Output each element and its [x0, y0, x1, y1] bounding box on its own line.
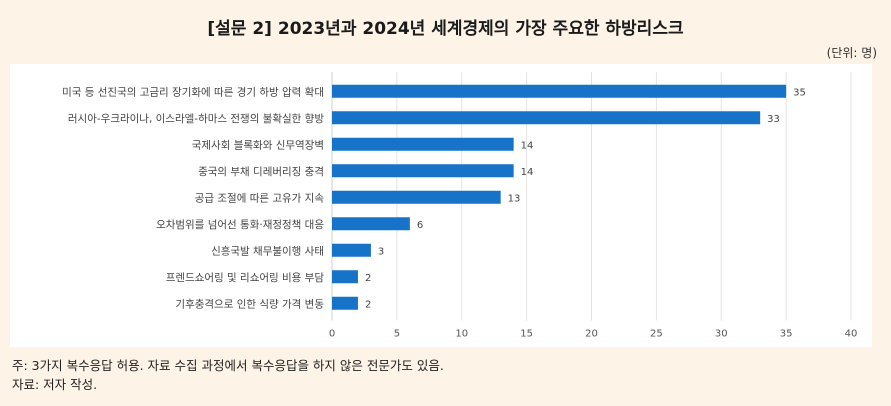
data-label: 14	[521, 140, 534, 151]
bar	[332, 296, 358, 310]
category-label: 신흥국발 채무불이행 사태	[211, 244, 324, 257]
data-label: 35	[793, 87, 806, 98]
data-label: 13	[508, 193, 521, 204]
bar	[332, 190, 501, 204]
unit-label: (단위: 명)	[826, 46, 877, 60]
data-label: 3	[378, 246, 384, 257]
x-tick-label: 20	[585, 329, 598, 340]
category-label: 러시아-우크라이나, 이스라엘-하마스 전쟁의 불확실한 향방	[68, 112, 324, 125]
x-tick-label: 15	[520, 329, 533, 340]
category-label: 공급 조절에 따른 고유가 지속	[195, 191, 325, 204]
bar	[332, 137, 514, 151]
chart-panel: 0 5 10 15 20 25 30 35 40 미국 등 선진국의 고금리 장기화에 따른 경기…	[10, 64, 872, 347]
bar	[332, 270, 358, 284]
bar	[332, 164, 514, 178]
x-tick-label: 30	[715, 329, 728, 340]
x-tick-label: 0	[329, 329, 335, 340]
data-label: 6	[417, 220, 423, 231]
source-note: 자료: 저자 작성.	[12, 377, 98, 392]
bar	[332, 84, 787, 98]
chart-title: [설문 2] 2023년과 2024년 세계경제의 가장 주요한 하방리스크	[207, 19, 684, 39]
data-label: 2	[365, 299, 371, 310]
x-tick-label: 10	[455, 329, 468, 340]
category-label: 중국의 부채 디레버리징 충격	[198, 165, 324, 178]
x-tick-label: 40	[845, 329, 858, 340]
category-label: 미국 등 선진국의 고금리 장기화에 따른 경기 하방 압력 확대	[62, 85, 324, 98]
category-label: 프렌드쇼어링 및 리쇼어링 비용 부담	[166, 272, 325, 284]
footnote: 주: 3가지 복수응답 허용. 자료 수집 과정에서 복수응답을 하지 않은 전…	[12, 358, 444, 373]
bar	[332, 217, 410, 231]
bar	[332, 243, 371, 257]
category-label: 오차범위를 넘어선 통화·재정정책 대응	[156, 218, 324, 231]
bar-chart: 0 5 10 15 20 25 30 35 40 미국 등 선진국의 고금리 장기화에 따른 경기…	[62, 72, 858, 340]
bar	[332, 111, 761, 125]
category-label: 국제사회 블록화와 신무역장벽	[192, 139, 324, 151]
data-label: 33	[767, 114, 780, 125]
x-tick-label: 5	[394, 329, 400, 340]
x-tick-label: 35	[780, 329, 793, 340]
data-label: 2	[365, 273, 371, 284]
category-label: 기후충격으로 인한 식량 가격 변동	[175, 297, 324, 310]
data-label: 14	[521, 167, 534, 178]
notes: 주: 3가지 복수응답 허용. 자료 수집 과정에서 복수응답을 하지 않은 전…	[12, 356, 444, 394]
x-tick-label: 25	[650, 329, 663, 340]
